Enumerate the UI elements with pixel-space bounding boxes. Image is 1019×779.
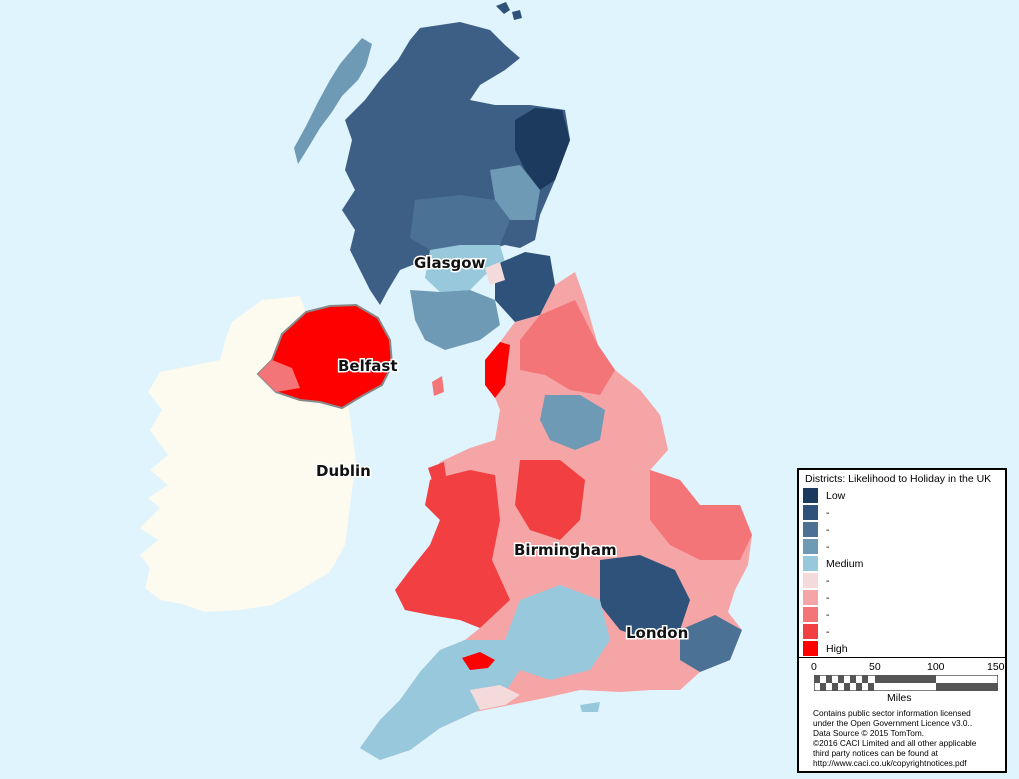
legend-label: High	[826, 642, 848, 655]
perth-region	[490, 165, 540, 220]
scale-unit-label: Miles	[887, 692, 912, 704]
home-counties-region	[600, 555, 690, 640]
city-label-belfast: Belfast	[338, 357, 398, 375]
legend-swatch	[803, 573, 818, 588]
legend-swatch	[803, 590, 818, 605]
east-anglia-region	[650, 470, 752, 560]
cumbria-region	[485, 342, 510, 398]
legend-swatch	[803, 488, 818, 503]
legend-swatch	[803, 539, 818, 554]
legend-class-list: Low - - - Medium - - - - High	[803, 487, 1005, 657]
legend-label: -	[826, 574, 830, 587]
scale-bar: 0 50 100 150 Miles	[799, 657, 1005, 708]
glasgow-region	[425, 245, 505, 292]
attribution-text: Contains public sector information licen…	[813, 708, 1003, 768]
scale-tick-label: 100	[927, 661, 945, 673]
legend-item: -	[803, 589, 1005, 606]
borders-region	[495, 252, 555, 322]
midlands-region	[515, 460, 585, 540]
attribution-line: under the Open Government Licence v3.0..	[813, 718, 973, 728]
attribution-line: Data Source © 2015 TomTom.	[813, 728, 925, 738]
attribution-line: http://www.caci.co.uk/copyrightnotices.p…	[813, 758, 967, 768]
north-midlands-region	[540, 395, 605, 450]
legend-item: -	[803, 572, 1005, 589]
isle-of-man	[432, 376, 444, 396]
attribution-line: Contains public sector information licen…	[813, 708, 971, 718]
legend-item: Low	[803, 487, 1005, 504]
ni-fermanagh-district	[258, 360, 300, 392]
legend-label: -	[826, 506, 830, 519]
orkney-islands	[496, 2, 522, 20]
legend-item: -	[803, 606, 1005, 623]
legend-label: -	[826, 540, 830, 553]
southwest-region	[360, 640, 520, 760]
legend-label: -	[826, 591, 830, 604]
ireland-landmass	[140, 296, 356, 612]
yorkshire-region	[520, 300, 615, 395]
scotland-highlands-region	[342, 22, 570, 305]
legend-swatch	[803, 624, 818, 639]
dorset-region	[470, 685, 520, 710]
wales-region	[395, 470, 510, 628]
western-isles-region	[294, 38, 372, 164]
legend-label: -	[826, 608, 830, 621]
legend-label: Medium	[826, 557, 864, 570]
legend-item: -	[803, 521, 1005, 538]
isle-of-wight	[580, 702, 600, 712]
legend-label: -	[826, 523, 830, 536]
legend-swatch	[803, 556, 818, 571]
city-label-birmingham: Birmingham	[514, 541, 617, 559]
stirling-region	[410, 195, 510, 250]
lothian-district	[485, 262, 505, 285]
kent-region	[680, 615, 742, 672]
city-label-glasgow: Glasgow	[414, 254, 486, 272]
somerset-district	[462, 652, 495, 670]
legend-swatch	[803, 522, 818, 537]
legend-item: -	[803, 538, 1005, 555]
legend-swatch	[803, 641, 818, 656]
legend-item: High	[803, 640, 1005, 657]
legend-title: Districts: Likelihood to Holiday in the …	[805, 473, 992, 485]
legend-item: -	[803, 623, 1005, 640]
legend-item: -	[803, 504, 1005, 521]
ayrshire-region	[410, 290, 500, 350]
city-label-london: London	[626, 624, 688, 642]
city-label-dublin: Dublin	[316, 462, 371, 480]
scale-bar-graphic	[814, 675, 998, 691]
aberdeenshire-region	[515, 108, 570, 190]
legend-item: Medium	[803, 555, 1005, 572]
scale-tick-label: 150	[987, 661, 1005, 673]
sussex-region	[600, 660, 680, 692]
legend-label: Low	[826, 489, 846, 502]
lincolnshire-region	[605, 390, 668, 470]
legend-swatch	[803, 505, 818, 520]
attribution-line: ©2016 CACI Limited and all other applica…	[813, 738, 977, 748]
map-legend: Districts: Likelihood to Holiday in the …	[797, 468, 1007, 773]
legend-label: -	[826, 625, 830, 638]
scale-tick-label: 0	[811, 661, 817, 673]
scale-tick-label: 50	[869, 661, 881, 673]
anglesey-island	[428, 462, 446, 480]
south-central-region	[505, 585, 610, 680]
legend-swatch	[803, 607, 818, 622]
attribution-line: third party notices can be found at	[813, 748, 938, 758]
